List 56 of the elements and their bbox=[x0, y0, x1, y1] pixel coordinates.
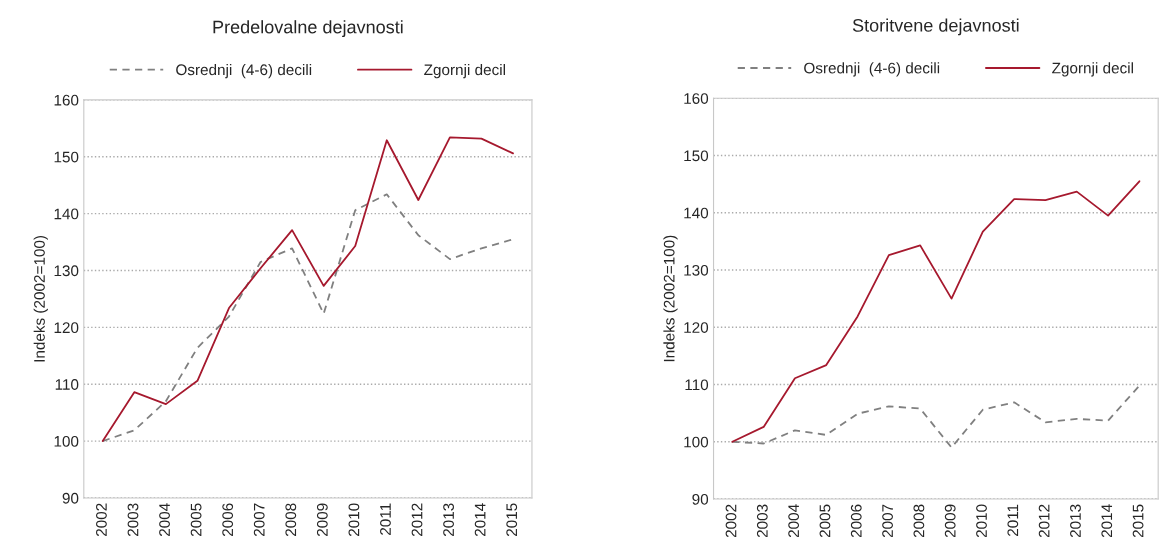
y-tick-label: 90 bbox=[62, 492, 79, 504]
x-tick-label: 2005 bbox=[190, 503, 202, 537]
x-tick-label: 2003 bbox=[127, 503, 139, 537]
chart-title: Storitvene dejavnosti bbox=[852, 18, 1019, 36]
line-series bbox=[101, 136, 514, 442]
x-tick-label: 2002 bbox=[725, 504, 737, 538]
x-tick-label: 2003 bbox=[756, 504, 768, 538]
y-tick-label: 150 bbox=[684, 150, 709, 162]
y-tick-label: 160 bbox=[684, 93, 709, 104]
legend-label: Osrednji (4-6) decili bbox=[176, 63, 312, 79]
y-tick-label: 100 bbox=[684, 436, 709, 448]
x-tick-label: 2012 bbox=[411, 503, 423, 537]
x-tick-label: 2014 bbox=[1101, 504, 1113, 538]
x-tick-label: 2008 bbox=[285, 503, 297, 537]
y-tick-label: 90 bbox=[692, 493, 709, 505]
x-tick-label: 2015 bbox=[1132, 504, 1144, 538]
x-tick-label: 2011 bbox=[380, 503, 391, 535]
y-tick-label: 110 bbox=[685, 379, 709, 391]
y-tick-label: 120 bbox=[684, 322, 709, 333]
y-tick-label: 140 bbox=[54, 208, 79, 220]
x-tick-label: 2007 bbox=[882, 504, 893, 538]
x-tick-label: 2009 bbox=[316, 503, 328, 537]
x-tick-label: 2010 bbox=[348, 503, 360, 537]
x-tick-label: 2013 bbox=[443, 503, 454, 537]
y-tick-label: 130 bbox=[684, 264, 709, 276]
x-tick-label: 2002 bbox=[96, 503, 107, 537]
line-series bbox=[101, 193, 514, 442]
x-tick-label: 2014 bbox=[474, 503, 486, 537]
x-tick-label: 2004 bbox=[159, 503, 170, 537]
x-tick-label: 2015 bbox=[506, 503, 518, 537]
y-tick-label: 150 bbox=[54, 151, 79, 163]
x-tick-label: 2007 bbox=[253, 503, 265, 537]
y-tick-label: 100 bbox=[54, 435, 79, 447]
y-tick-label: 110 bbox=[55, 379, 79, 390]
x-tick-label: 2009 bbox=[944, 504, 956, 538]
line-series bbox=[731, 384, 1141, 449]
chart-title: Predelovalne dejavnosti bbox=[213, 20, 403, 37]
legend-label: Osrednji (4-6) decili bbox=[804, 62, 940, 77]
x-tick-label: 2006 bbox=[222, 503, 234, 537]
x-tick-label: 2004 bbox=[788, 504, 800, 538]
x-tick-label: 2012 bbox=[1038, 504, 1050, 538]
x-tick-label: 2008 bbox=[913, 504, 925, 538]
x-tick-label: 2006 bbox=[850, 504, 862, 538]
x-tick-label: 2011 bbox=[1007, 504, 1019, 536]
y-tick-label: 130 bbox=[54, 265, 79, 277]
legend-label: Zgornji decil bbox=[1052, 62, 1133, 77]
x-tick-label: 2005 bbox=[819, 504, 831, 538]
y-axis-title: Indeks (2002=100) bbox=[663, 235, 678, 362]
x-tick-label: 2013 bbox=[1070, 504, 1081, 538]
legend-label: Zgornji decil bbox=[424, 63, 505, 79]
y-tick-label: 160 bbox=[54, 94, 79, 106]
y-tick-label: 140 bbox=[684, 207, 709, 219]
y-tick-label: 120 bbox=[54, 322, 79, 334]
y-axis-title: Indeks (2002=100) bbox=[33, 235, 48, 362]
line-series bbox=[731, 180, 1141, 443]
x-tick-label: 2010 bbox=[976, 504, 987, 538]
